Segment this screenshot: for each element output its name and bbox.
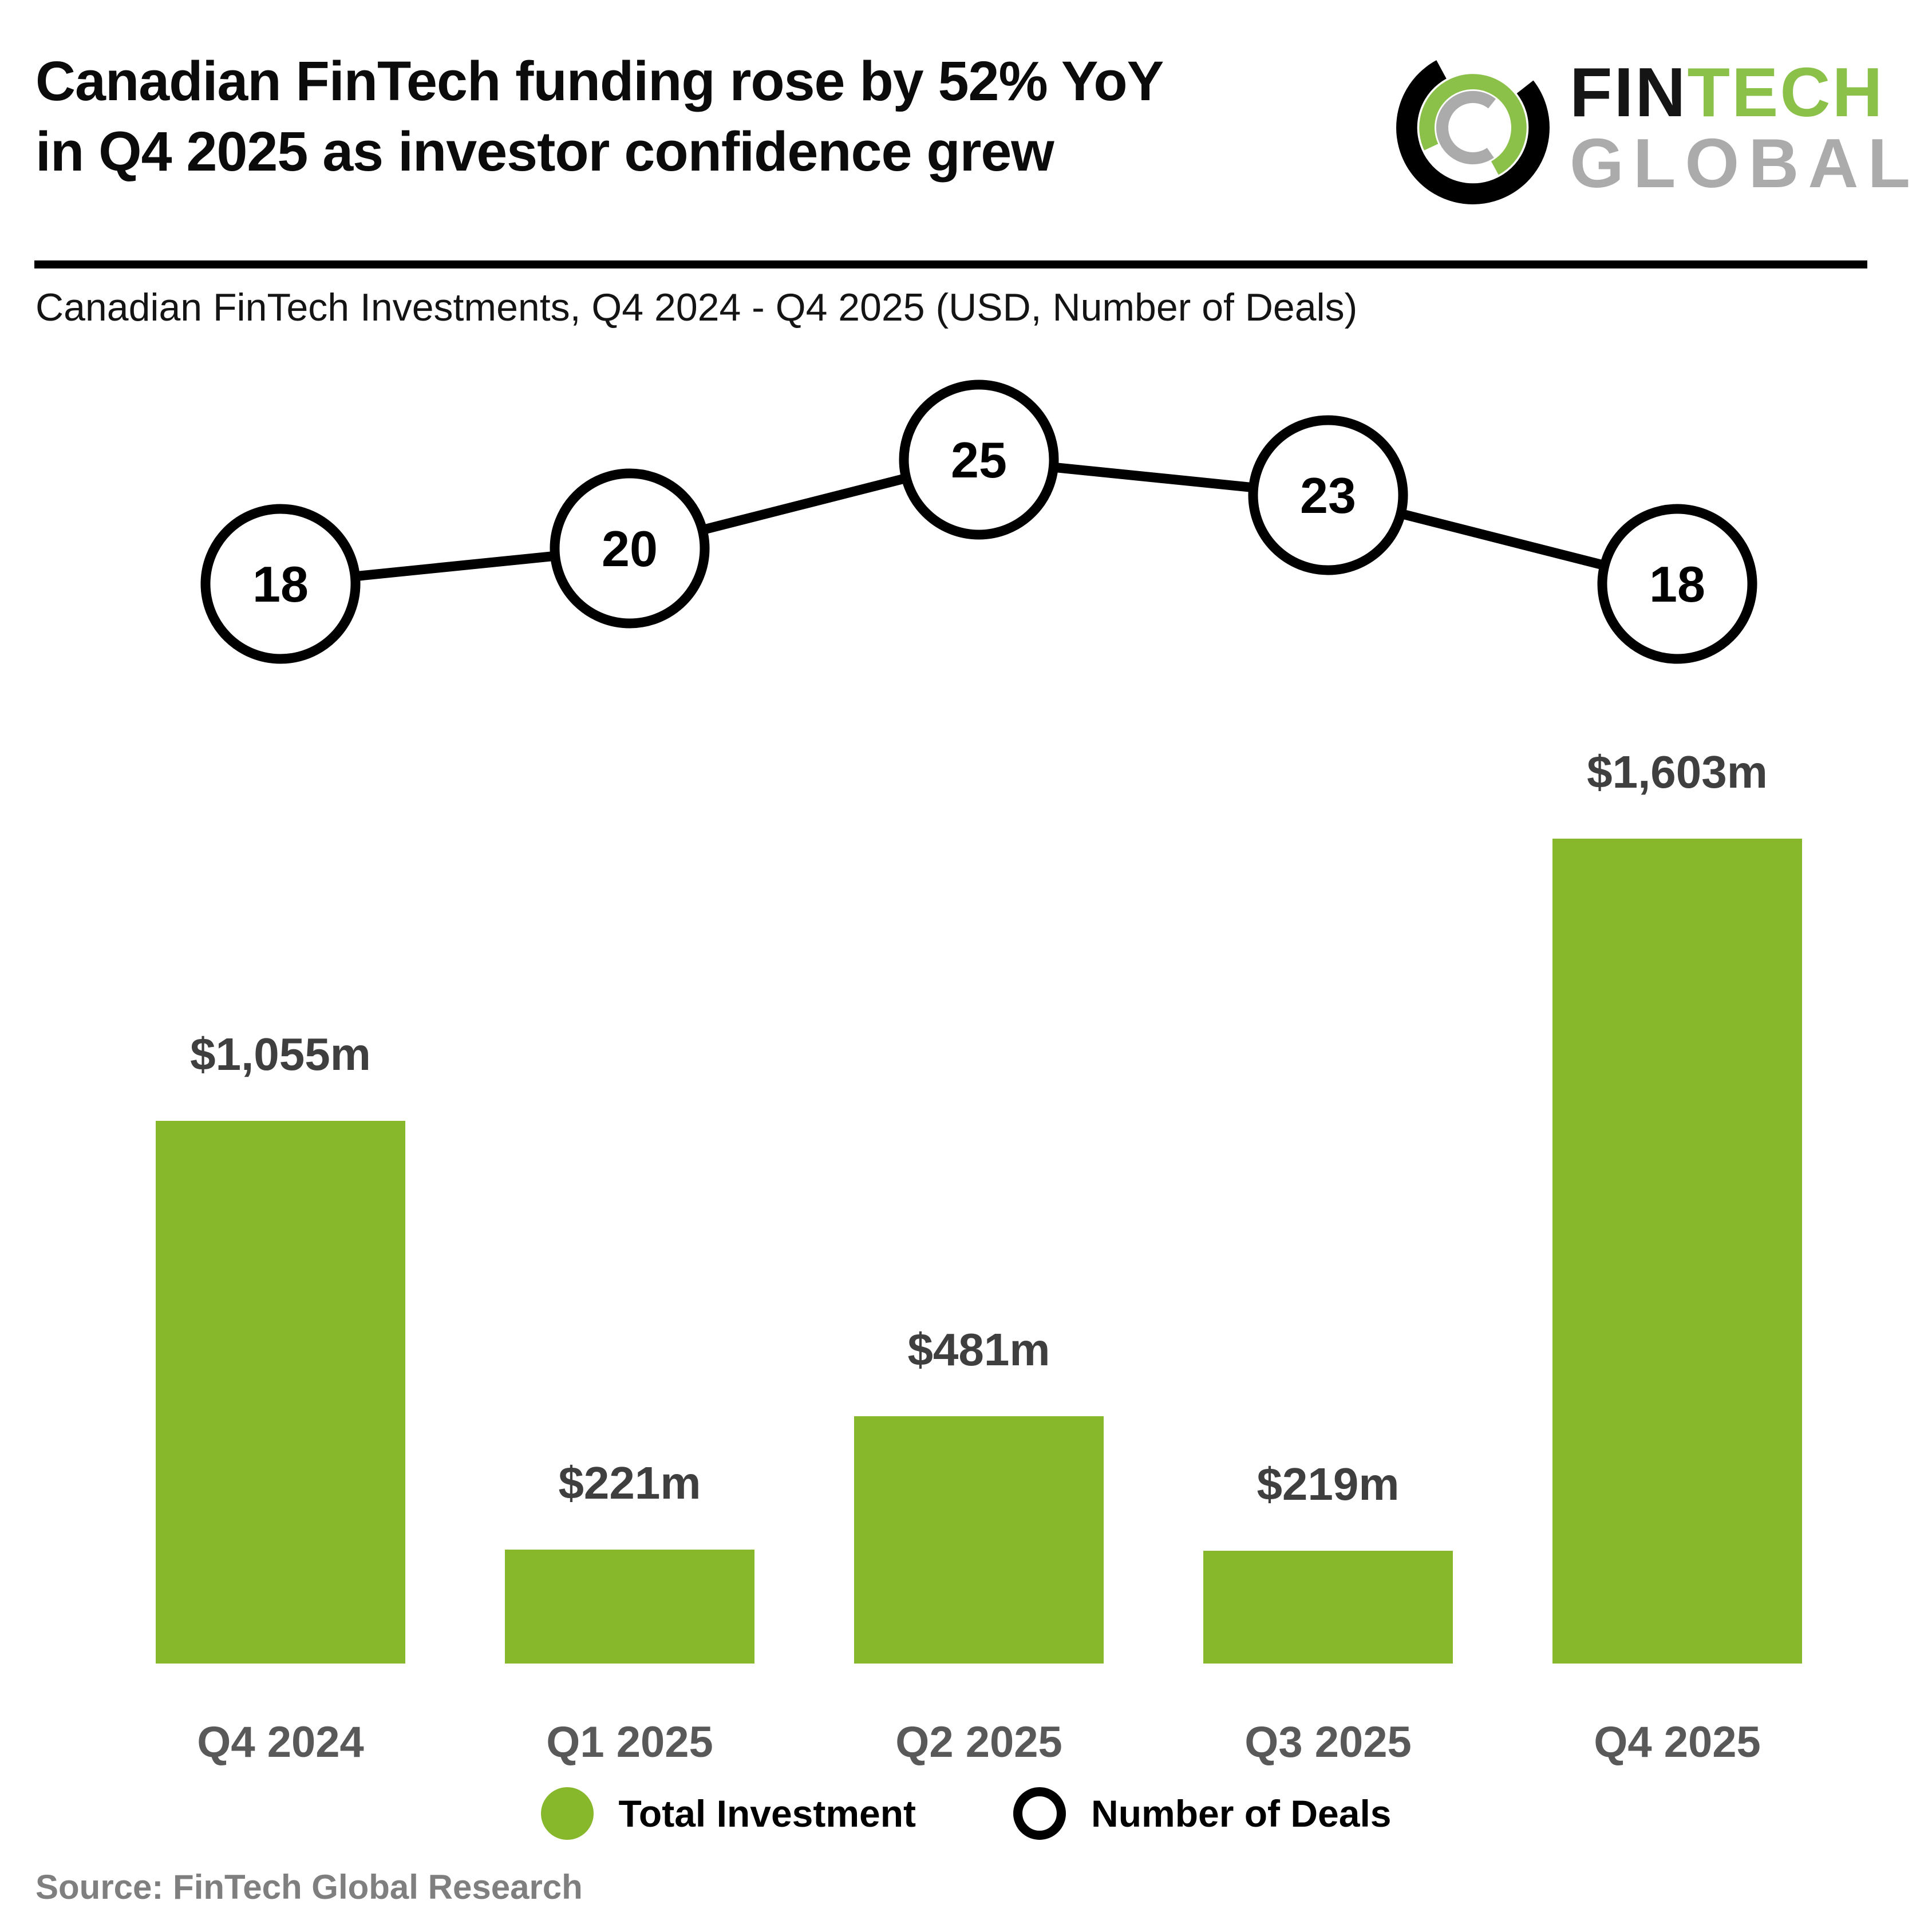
logo-word-fin: FIN xyxy=(1570,53,1688,131)
title-line-2: in Q4 2025 as investor confidence grew xyxy=(35,120,1054,183)
logo-word-global: GLOBAL xyxy=(1570,124,1920,202)
chart-subtitle: Canadian FinTech Investments, Q4 2024 - … xyxy=(35,286,1358,329)
x-axis-label: Q3 2025 xyxy=(1244,1718,1412,1767)
x-axis-label: Q2 2025 xyxy=(895,1718,1062,1767)
bar-q1-2025 xyxy=(505,1550,754,1664)
legend-item-total-investment: Total Investment xyxy=(540,1787,916,1840)
legend-item-number-of-deals: Number of Deals xyxy=(1013,1787,1392,1840)
page-title: Canadian FinTech funding rose by 52% YoY… xyxy=(35,46,1369,187)
legend: Total Investment Number of Deals xyxy=(0,1779,1932,1848)
legend-label-number-of-deals: Number of Deals xyxy=(1091,1792,1392,1835)
total-investment-swatch-icon xyxy=(540,1787,594,1840)
title-line-1: Canadian FinTech funding rose by 52% YoY xyxy=(35,50,1164,112)
bar-value-label: $1,055m xyxy=(190,1029,371,1080)
logo-swirl-icon xyxy=(1396,51,1550,204)
fintech-global-logo: FINTECH GLOBAL xyxy=(1392,45,1910,211)
bar-q4-2024 xyxy=(156,1121,405,1664)
x-axis-label: Q1 2025 xyxy=(546,1718,713,1767)
bar-value-label: $221m xyxy=(558,1457,701,1508)
x-axis-label: Q4 2024 xyxy=(197,1718,364,1767)
bar-value-label: $481m xyxy=(907,1324,1050,1375)
number-of-deals-swatch-icon xyxy=(1013,1787,1066,1840)
bar-value-label: $1,603m xyxy=(1587,746,1768,797)
header-divider xyxy=(34,260,1867,268)
bar-value-label: $219m xyxy=(1257,1459,1400,1510)
source-note: Source: FinTech Global Research xyxy=(35,1868,583,1906)
logo-wordmark: FINTECH GLOBAL xyxy=(1570,56,1920,202)
bar-q4-2025 xyxy=(1552,839,1802,1664)
x-axis-label: Q4 2025 xyxy=(1594,1718,1761,1767)
bar-q2-2025 xyxy=(854,1416,1104,1664)
logo-word-tech: TECH xyxy=(1687,53,1884,131)
legend-label-total-investment: Total Investment xyxy=(618,1792,916,1835)
bar-q3-2025 xyxy=(1203,1551,1453,1664)
